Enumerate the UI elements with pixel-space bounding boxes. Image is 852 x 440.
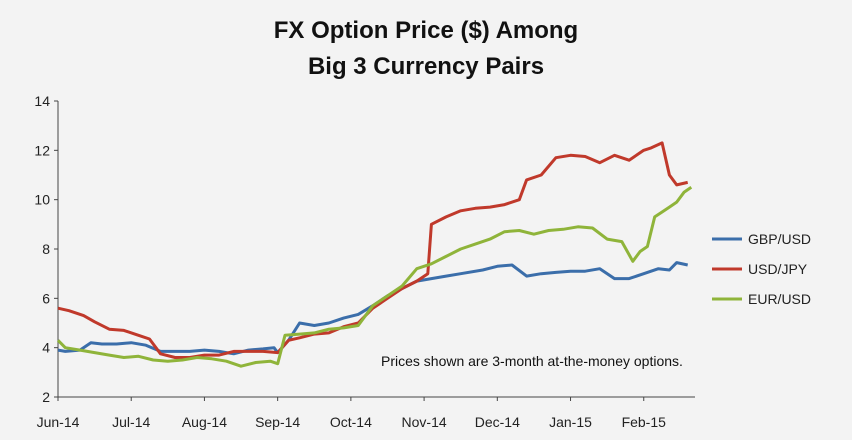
y-tick-label: 14 (34, 93, 50, 109)
x-tick-label: Feb-15 (622, 414, 667, 430)
x-tick-label: Dec-14 (475, 414, 520, 430)
legend-label-usd-jpy: USD/JPY (748, 261, 808, 277)
y-ticks: 2 4 6 8 10 12 14 (34, 93, 58, 405)
legend-label-gbp-usd: GBP/USD (748, 231, 811, 247)
y-tick-label: 8 (42, 241, 50, 257)
chart-annotation: Prices shown are 3-month at-the-money op… (381, 353, 683, 369)
legend: GBP/USD USD/JPY EUR/USD (712, 231, 811, 307)
chart-title-line-2: Big 3 Currency Pairs (308, 53, 544, 80)
y-tick-label: 2 (42, 389, 50, 405)
y-tick-label: 12 (34, 142, 50, 158)
series-line-eur-usd (56, 186, 693, 368)
x-tick-label: Aug-14 (182, 414, 227, 430)
legend-label-eur-usd: EUR/USD (748, 291, 811, 307)
series-lines (56, 141, 693, 368)
series-line-usd-jpy (57, 141, 689, 359)
chart-title-line-1: FX Option Price ($) Among (274, 17, 578, 44)
x-tick-label: Jan-15 (549, 414, 592, 430)
y-tick-label: 10 (34, 192, 50, 208)
y-tick-label: 6 (42, 290, 50, 306)
x-tick-label: Jul-14 (112, 414, 150, 430)
x-tick-label: Oct-14 (330, 414, 372, 430)
x-tick-label: Jun-14 (37, 414, 80, 430)
x-tick-label: Nov-14 (402, 414, 447, 430)
y-tick-label: 4 (42, 340, 50, 356)
x-ticks: Jun-14 Jul-14 Aug-14 Sep-14 Oct-14 Nov-14 Dec-… (37, 397, 667, 430)
x-tick-label: Sep-14 (255, 414, 300, 430)
